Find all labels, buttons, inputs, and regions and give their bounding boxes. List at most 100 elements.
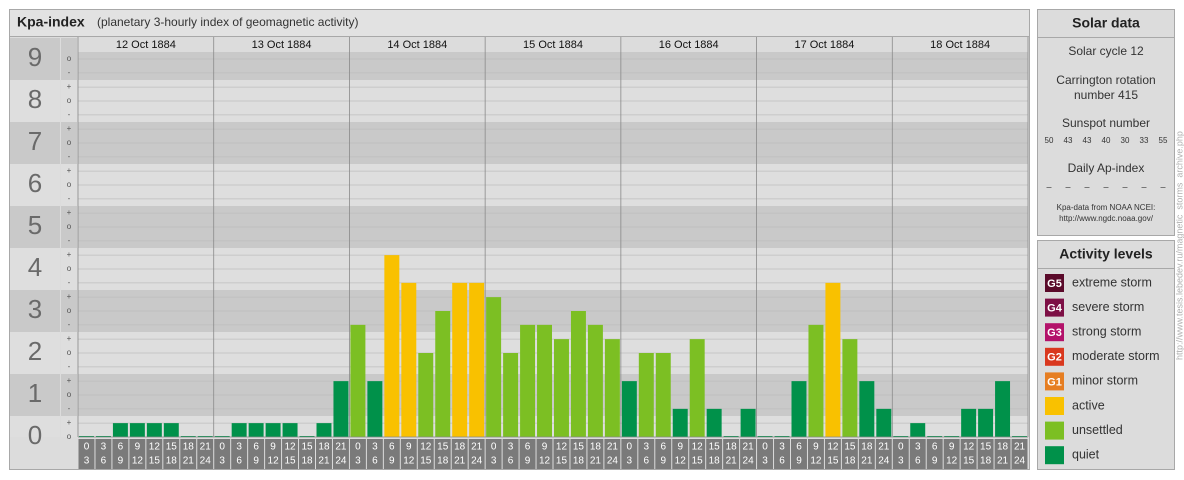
hour-label: 15 [709,442,721,453]
hour-cell [349,439,366,469]
hour-cell [1011,439,1028,469]
hour-label: 15 [963,456,975,467]
date-header [78,37,1028,52]
hour-label: 12 [539,456,551,467]
hour-label: 6 [525,442,531,453]
hour-cell [536,439,553,469]
y-minor-label: o [67,96,72,105]
hour-cell [163,439,180,469]
y-minor-label: o [67,222,72,231]
y-minor-label: o [67,432,72,441]
hour-label: 6 [644,456,650,467]
ap-value: – [1046,181,1051,191]
ap-value: – [1122,181,1127,191]
sunspot-value: 43 [1083,136,1092,145]
hour-label: 6 [118,442,124,453]
legend-badge: G2 [1047,352,1062,364]
hour-label: 15 [980,442,992,453]
hour-cell [366,439,383,469]
day-label: 13 Oct 1884 [252,39,312,51]
hour-label: 18 [980,456,992,467]
bar [927,436,943,437]
y-tick-label: 6 [28,168,42,198]
y-minor-label: o [67,138,72,147]
bar [520,324,536,437]
sunspot-value: 33 [1140,136,1149,145]
panel-text: Kpa-data from NOAA NCEI: [1057,203,1156,212]
y-tick-label: 5 [28,210,42,240]
sunspot-value: 55 [1159,136,1168,145]
bar [621,381,637,437]
hour-cell [587,439,604,469]
bar [876,408,892,437]
axis-band [10,164,60,206]
chart-title: Kpa-index [17,14,85,30]
hour-label: 15 [573,442,585,453]
hour-cell [519,439,536,469]
hour-label: 3 [491,456,497,467]
bar [1012,436,1027,437]
hour-label: 21 [997,456,1009,467]
hour-label: 18 [318,442,330,453]
hour-label: 12 [149,442,161,453]
hour-label: 12 [420,442,432,453]
hour-label: 6 [389,442,395,453]
hour-cell [757,439,774,469]
bar [112,423,128,437]
hour-label: 12 [284,442,296,453]
day-label: 14 Oct 1884 [387,39,447,51]
axis-band [10,416,60,437]
hour-label: 9 [135,442,141,453]
y-minor-label: - [68,236,71,245]
legend-label: unsettled [1072,423,1123,437]
hour-cell [383,439,400,469]
hour-label: 9 [253,456,259,467]
bar [163,423,179,437]
hour-cell [621,439,638,469]
bar [333,381,349,437]
bar [418,353,434,437]
hour-label: 12 [132,456,144,467]
hour-label: 15 [827,456,839,467]
legend-swatch [1045,446,1064,465]
hour-label: 18 [590,442,602,453]
bar [367,381,383,437]
hour-label: 12 [268,456,280,467]
legend-badge: G4 [1047,303,1063,315]
hour-label: 9 [389,456,395,467]
y-minor-label: + [67,166,72,175]
hour-cell [180,439,197,469]
axis-band [61,416,77,437]
hour-cell [740,439,757,469]
axis-band [61,332,77,374]
y-minor-label: - [68,194,71,203]
hour-label: 9 [813,442,819,453]
y-minor-label: + [67,250,72,259]
hour-label: 6 [508,456,514,467]
legend-badge: G3 [1047,327,1062,339]
hour-label: 21 [590,456,602,467]
hour-cell [299,439,315,469]
y-tick-label: 0 [28,420,42,450]
hour-label: 18 [454,442,466,453]
y-tick-label: 1 [28,378,42,408]
axis-band [61,206,77,248]
hour-label: 15 [420,456,432,467]
y-minor-label: + [67,334,72,343]
bar [757,436,773,437]
panel-text: Solar cycle 12 [1068,44,1144,58]
bar [808,324,824,437]
legend-swatch [1045,397,1064,415]
hour-cell [824,439,841,469]
hour-cell [400,439,417,469]
hour-label: 0 [355,442,361,453]
bar [384,255,400,437]
y-minor-label: - [68,320,71,329]
y-minor-label: o [67,264,72,273]
bar [282,423,298,437]
hour-label: 9 [118,456,124,467]
hour-label: 3 [627,456,633,467]
panel-title: Solar data [1072,15,1140,31]
bar [740,408,756,437]
hour-label: 3 [355,456,361,467]
